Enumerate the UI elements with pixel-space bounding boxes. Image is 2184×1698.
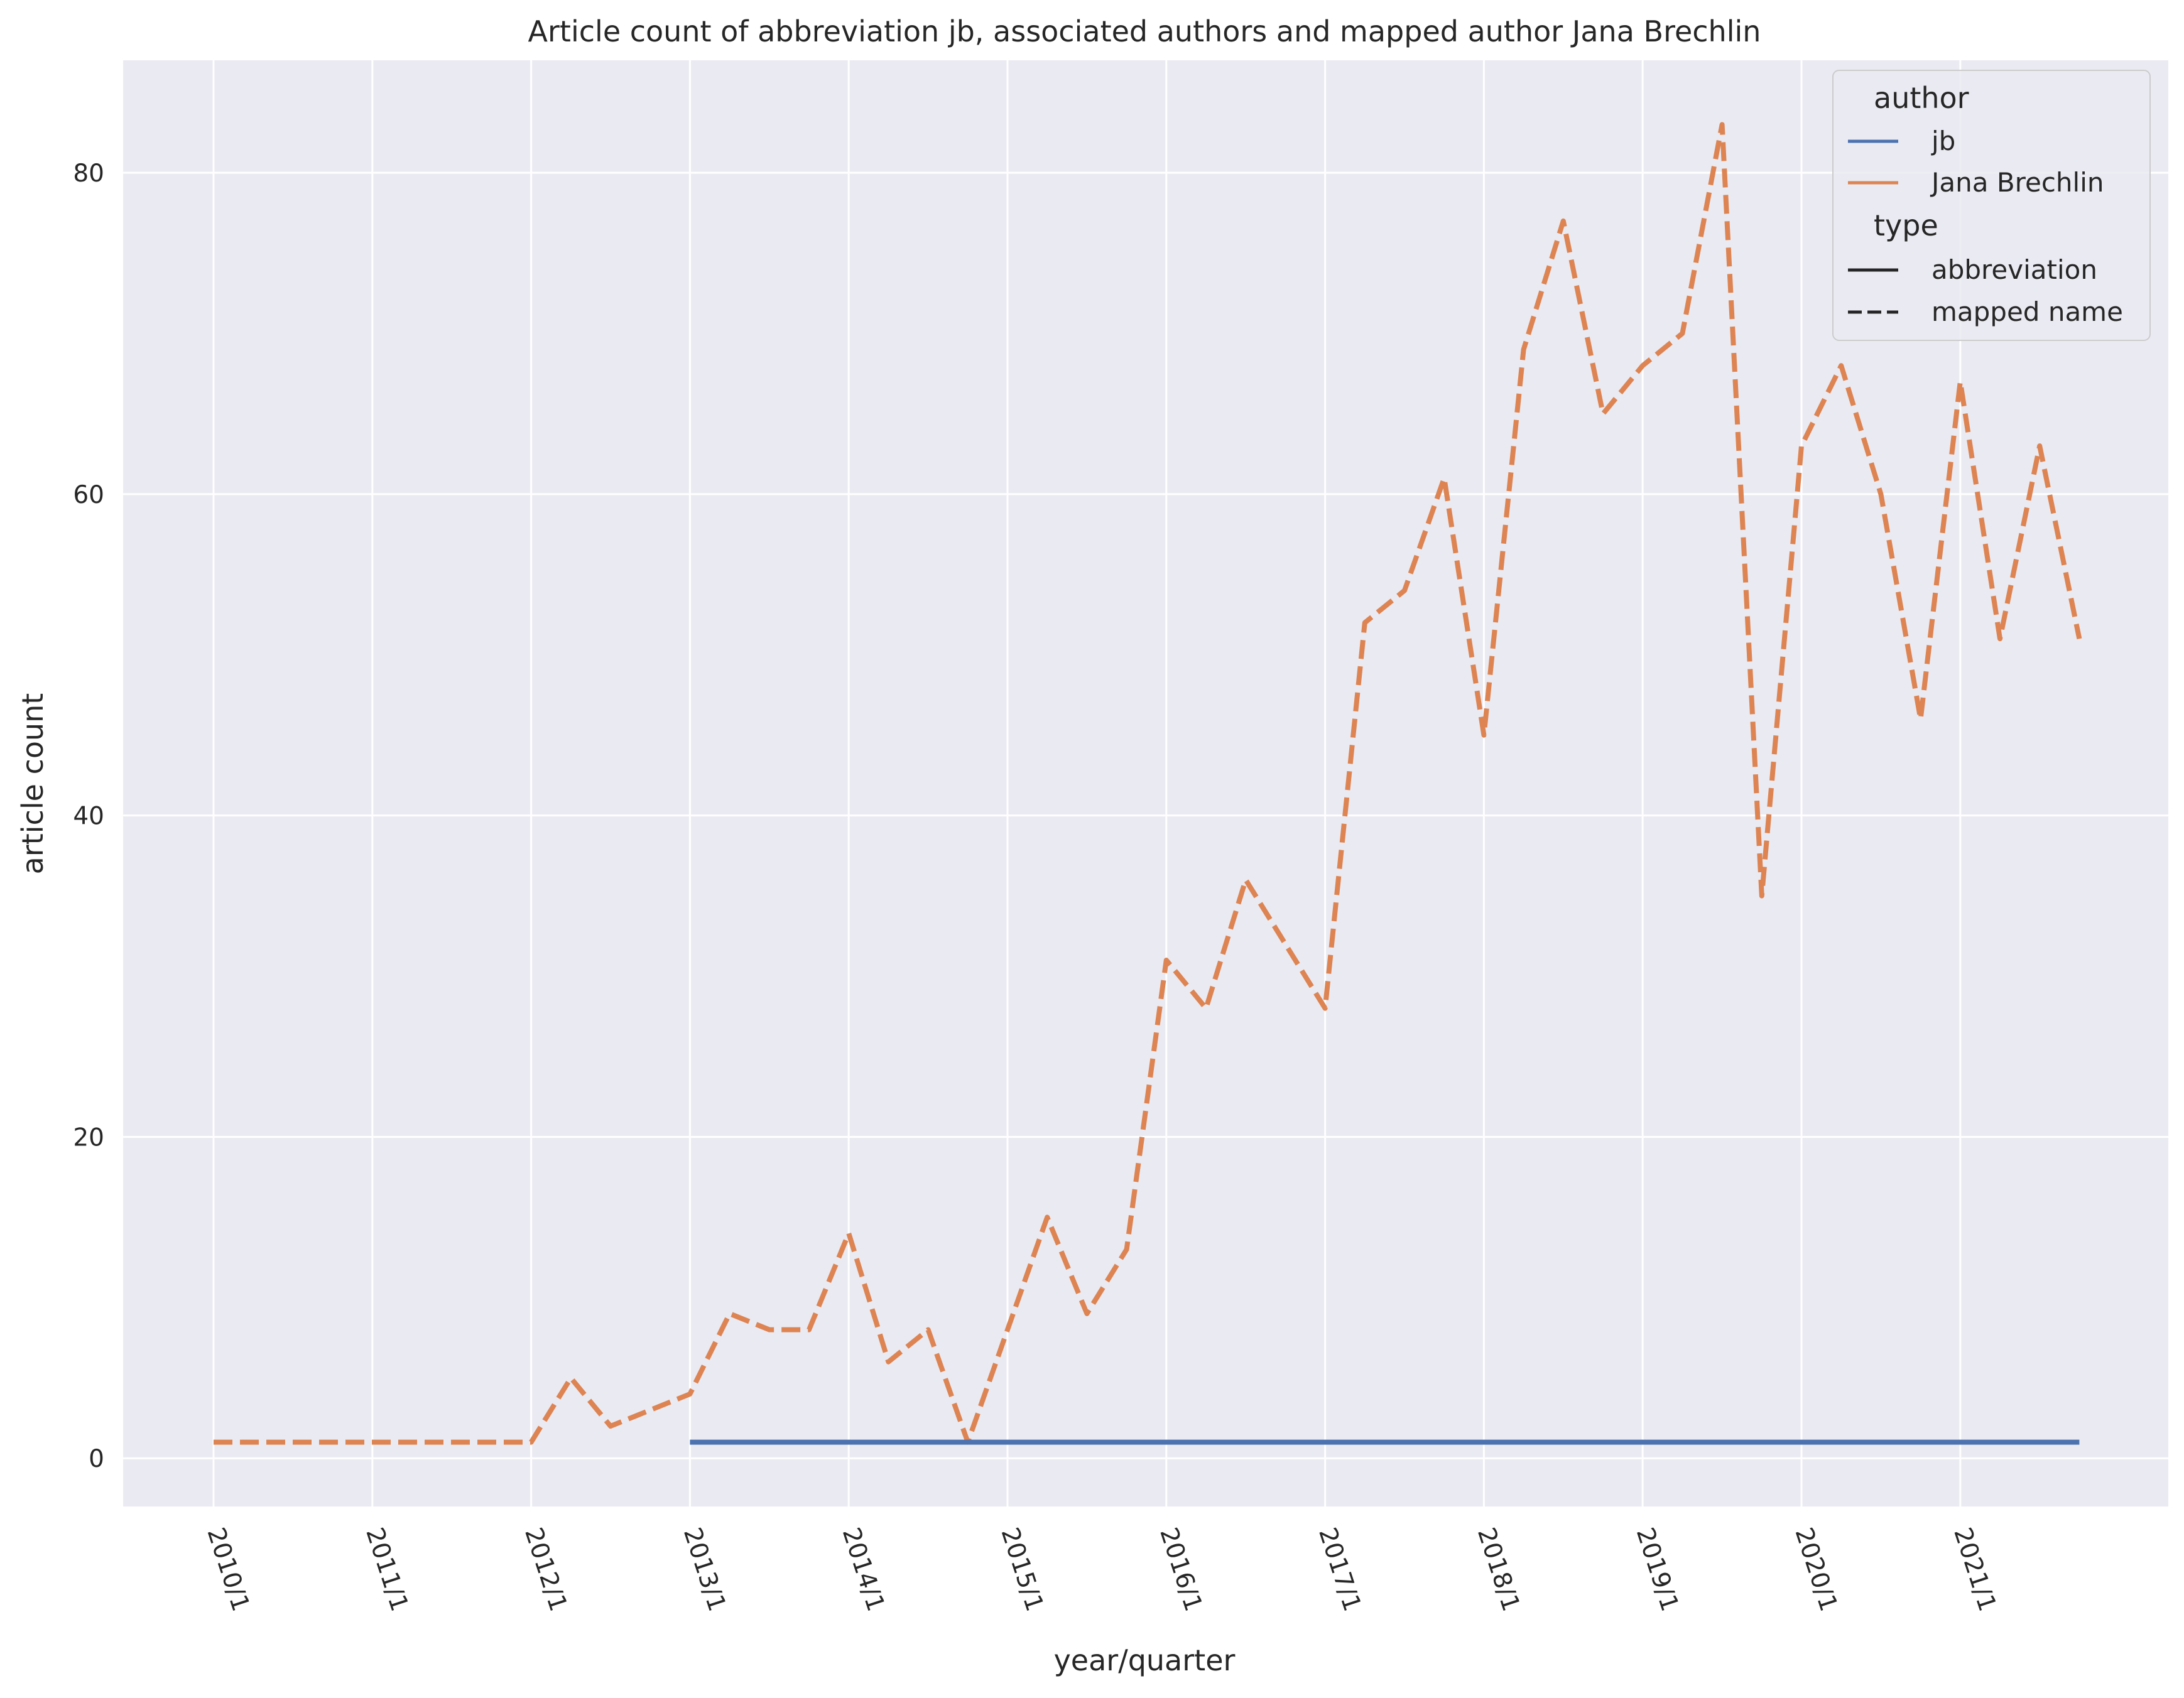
legend-jb-label: jb bbox=[1931, 126, 1955, 156]
x-tick-label: 2016/1 bbox=[1154, 1524, 1207, 1614]
legend-jana-label: Jana Brechlin bbox=[1930, 167, 2104, 198]
legend: author jb Jana Brechlin type abbreviatio… bbox=[1832, 70, 2151, 341]
x-tick-label: 2014/1 bbox=[837, 1524, 890, 1614]
y-tick-label: 80 bbox=[73, 160, 104, 188]
legend-abbreviation-label: abbreviation bbox=[1931, 254, 2097, 285]
x-tick-label: 2021/1 bbox=[1948, 1524, 2001, 1614]
x-axis-ticks: 2010/1 2011/1 2012/1 2013/1 2014/1 2015/1 2016… bbox=[201, 1524, 2001, 1614]
series-line-jana-brechlin bbox=[214, 122, 2082, 1445]
x-tick-label: 2011/1 bbox=[360, 1524, 413, 1614]
legend-mapped-name-label: mapped name bbox=[1931, 296, 2123, 327]
y-tick-label: 60 bbox=[73, 481, 104, 509]
y-axis-label: article count bbox=[16, 693, 50, 875]
x-tick-label: 2015/1 bbox=[995, 1524, 1048, 1614]
x-tick-label: 2018/1 bbox=[1472, 1524, 1525, 1614]
legend-author-heading: author bbox=[1874, 81, 1969, 115]
plot-area bbox=[123, 60, 2168, 1506]
series-lines bbox=[214, 122, 2082, 1445]
x-tick-label: 2020/1 bbox=[1789, 1524, 1842, 1614]
y-tick-label: 40 bbox=[73, 803, 104, 831]
grid-lines bbox=[123, 60, 2168, 1506]
x-tick-label: 2012/1 bbox=[519, 1524, 572, 1614]
y-tick-label: 0 bbox=[89, 1445, 104, 1473]
y-axis-ticks: 0 20 40 60 80 bbox=[73, 160, 104, 1473]
x-axis-label: year/quarter bbox=[1054, 1643, 1236, 1677]
y-tick-label: 20 bbox=[73, 1123, 104, 1152]
chart-title: Article count of abbreviation jb, associ… bbox=[528, 14, 1761, 48]
legend-type-heading: type bbox=[1874, 208, 1938, 242]
x-tick-label: 2017/1 bbox=[1313, 1524, 1366, 1614]
legend-box bbox=[1832, 70, 2151, 341]
x-tick-label: 2013/1 bbox=[678, 1524, 731, 1614]
x-tick-label: 2010/1 bbox=[201, 1524, 254, 1614]
x-tick-label: 2019/1 bbox=[1631, 1524, 1684, 1614]
